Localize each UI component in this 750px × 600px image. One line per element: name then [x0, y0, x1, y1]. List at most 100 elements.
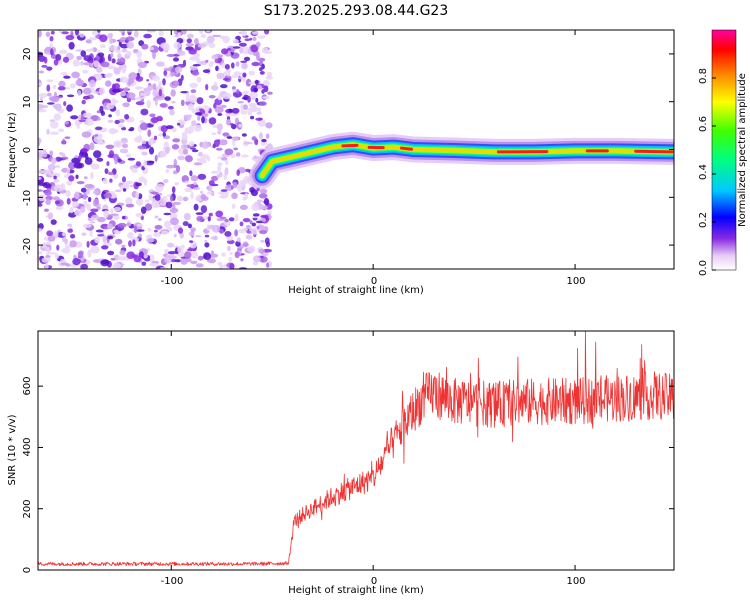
spectrogram-noise-blob [211, 85, 219, 91]
spectrogram-noise-blob [190, 191, 194, 200]
spectrogram-noise-blob [68, 41, 75, 50]
spectrogram-noise-blob [168, 255, 177, 260]
spectrogram-noise-blob [145, 199, 150, 203]
spectrogram-noise-blob [257, 107, 262, 113]
spectrogram-noise-blob [92, 190, 98, 195]
spectrogram-noise-blob [70, 234, 76, 239]
spectrogram-noise-blob [183, 212, 191, 221]
spectrogram-noise-blob [61, 247, 71, 254]
spectrogram-noise-blob [46, 246, 51, 255]
spectrogram-noise-blob [186, 38, 192, 44]
spectrogram-noise-blob [221, 252, 226, 257]
spectrogram-noise-blob [207, 216, 211, 222]
spectrogram-noise-blob [213, 235, 218, 241]
spectrogram-noise-blob [67, 223, 72, 227]
spectrogram-noise-blob [115, 49, 122, 54]
spectrogram-noise-blob [259, 71, 265, 75]
spectrogram-noise-blob [235, 61, 240, 67]
spectrogram-noise-blob [65, 190, 71, 197]
spectrogram-noise-blob [38, 82, 43, 87]
spectrogram-noise-blob [46, 128, 50, 135]
spectrogram-noise-blob [81, 99, 86, 105]
spectrogram-noise-blob [144, 203, 153, 211]
spectrogram-noise-blob [212, 224, 215, 232]
spectrogram-noise-blob [231, 192, 238, 199]
spectrogram-noise-blob [217, 113, 223, 116]
spectrogram-noise-blob [72, 59, 81, 67]
spectrogram-noise-blob [253, 255, 261, 263]
spectrogram-noise-blob [251, 136, 257, 141]
spectrogram-noise-blob [261, 218, 266, 223]
spectrogram-noise-blob [207, 184, 213, 192]
snr-series-line [38, 331, 674, 567]
spectrogram-noise-blob [79, 33, 85, 38]
spectrogram-noise-blob [62, 231, 66, 237]
spectrogram-noise-blob [149, 46, 154, 51]
spectrogram-noise-blob [123, 87, 129, 93]
spectrogram-noise-blob [71, 157, 81, 164]
spectrogram-noise-blob [97, 117, 101, 121]
spectrogram-noise-blob [167, 105, 174, 110]
spectrogram-noise-blob [231, 107, 240, 114]
spectrogram-noise-blob [239, 47, 244, 54]
spectrogram-noise-blob [180, 74, 184, 81]
spectrogram-noise-blob [39, 244, 49, 252]
spectrogram-noise-blob [135, 161, 141, 167]
spectrogram-noise-blob [206, 259, 216, 263]
spectrogram-noise-blob [112, 88, 121, 93]
spectrogram-noise-blob [173, 57, 179, 62]
spectrogram-noise-blob [139, 92, 146, 97]
spectrogram-noise-blob [264, 30, 270, 35]
spectrogram-noise-blob [190, 89, 197, 94]
spectrogram-noise-blob [47, 92, 52, 97]
spectrogram-noise-blob [156, 115, 163, 122]
spectrogram-noise-blob [121, 65, 127, 74]
spectrogram-noise-blob [82, 192, 88, 200]
spectrogram-noise-blob [90, 163, 100, 170]
spectrogram-noise-blob [250, 189, 258, 197]
spectrogram-noise-blob [50, 30, 55, 35]
spectrogram-noise-blob [259, 224, 265, 232]
spectrogram-noise-blob [72, 258, 81, 266]
spectrogram-noise-blob [117, 124, 125, 128]
spectrogram-noise-blob [184, 251, 192, 259]
spectrogram-noise-blob [172, 214, 178, 217]
spectrogram-noise-blob [186, 184, 194, 188]
colorbar-tick-label: 0.4 [698, 164, 709, 180]
spectrogram-noise-blob [208, 180, 215, 186]
spectrogram-noise-blob [94, 236, 101, 244]
spectrogram-noise-blob [173, 158, 177, 167]
spectrogram-noise-blob [88, 79, 96, 88]
spectrogram-noise-blob [150, 191, 159, 195]
spectrogram-noise-blob [196, 157, 206, 162]
spectrogram-noise-blob [104, 74, 109, 78]
spectrogram-noise-blob [226, 239, 235, 245]
spectrogram-noise-blob [80, 263, 88, 269]
spectrogram-noise-blob [60, 72, 68, 75]
spectrogram-noise-blob [147, 129, 152, 137]
spectrogram-noise-blob [211, 54, 219, 60]
spectrogram-noise-blob [84, 176, 88, 180]
spectrogram-noise-blob [177, 245, 184, 254]
spectrogram-noise-blob [115, 109, 121, 117]
spectrogram-noise-blob [119, 36, 127, 43]
spectrogram-noise-blob [240, 60, 248, 63]
spectrogram-noise-blob [245, 78, 252, 87]
spectrogram-noise-blob [160, 42, 170, 49]
spectrogram-noise-blob [108, 45, 118, 52]
spectrogram-noise-blob [252, 31, 259, 35]
spectrogram-noise-blob [232, 39, 239, 44]
spectrogram-noise-blob [163, 141, 169, 149]
spectrogram-noise-blob [107, 171, 114, 176]
spectrogram-noise-blob [81, 232, 87, 236]
spectrogram-noise-blob [110, 192, 117, 199]
spectrogram-noise-blob [58, 128, 65, 133]
spectrogram-noise-blob [165, 169, 170, 173]
spectrogram-noise-blob [171, 186, 176, 194]
spectrogram-noise-blob [225, 113, 232, 117]
spectrogram-noise-blob [229, 263, 235, 269]
spectrogram-noise-blob [231, 86, 236, 90]
spectrogram-noise-blob [125, 153, 132, 158]
spectrogram-noise-blob [201, 141, 209, 149]
spectrogram-noise-blob [125, 203, 135, 208]
